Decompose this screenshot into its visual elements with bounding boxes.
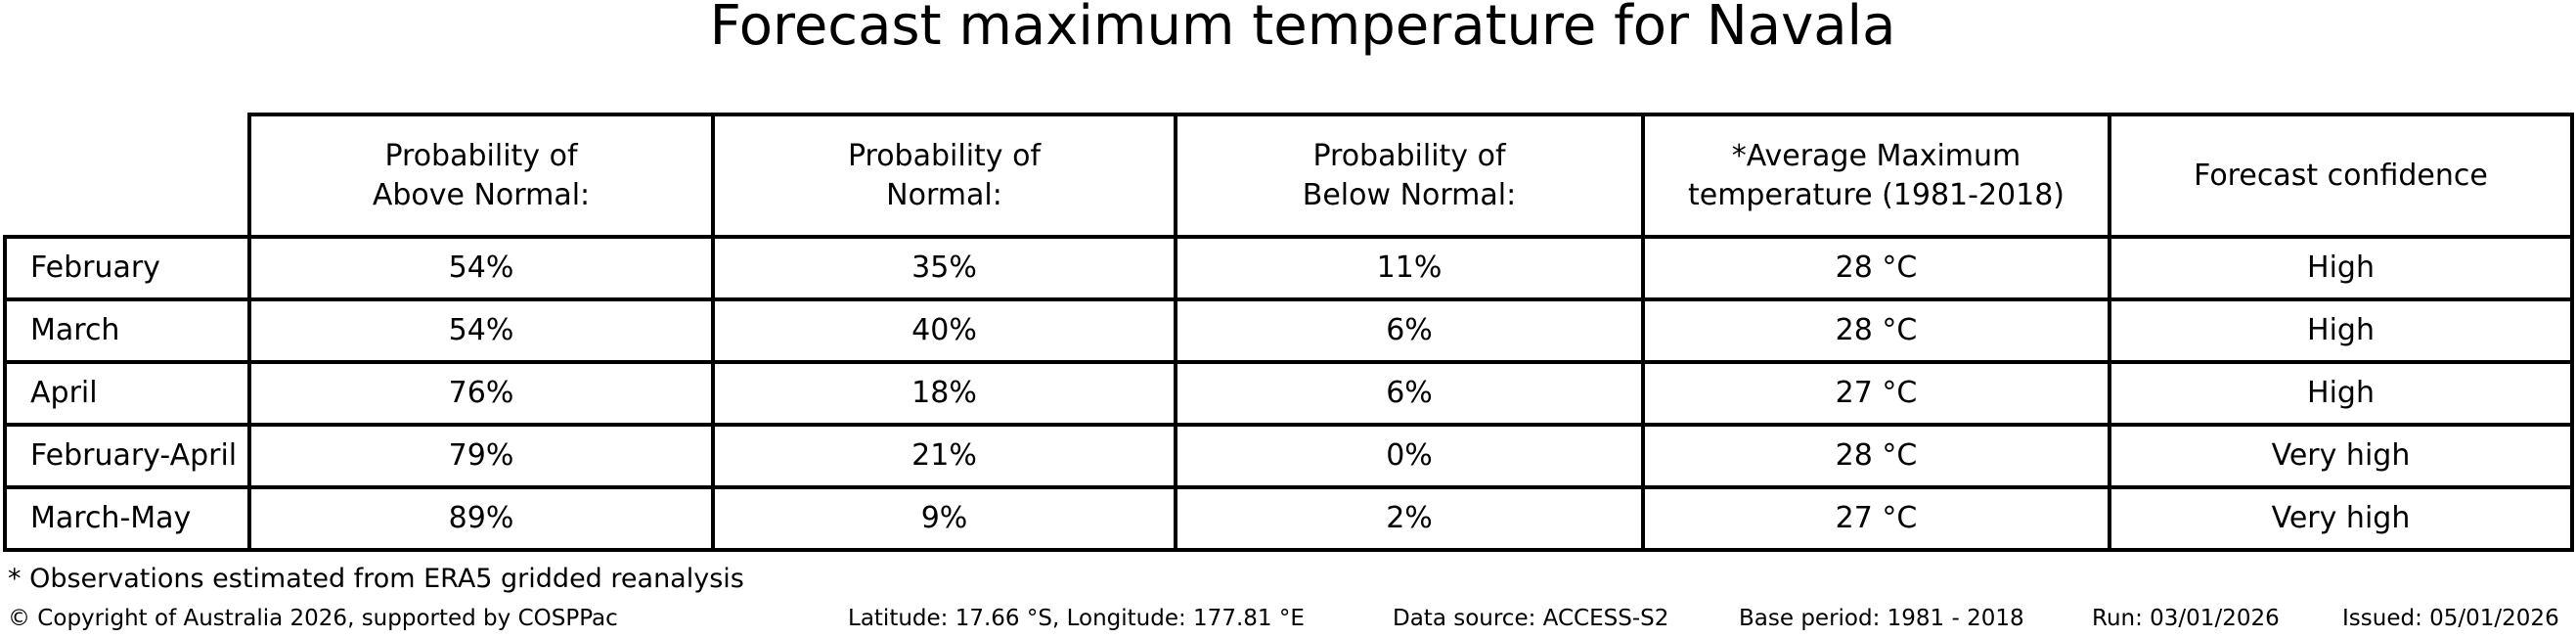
table-row-february: February 54% 35% 11% 28 °C High bbox=[3, 235, 2574, 301]
cell-above-normal: 89% bbox=[247, 485, 715, 552]
col-header-below-normal: Probability of Below Normal: bbox=[1174, 113, 1645, 239]
table-row-april: April 76% 18% 6% 27 °C High bbox=[3, 360, 2574, 427]
col-header-normal: Probability of Normal: bbox=[711, 113, 1177, 239]
cell-normal: 9% bbox=[711, 485, 1177, 552]
cell-forecast-confidence: High bbox=[2108, 360, 2574, 427]
cell-above-normal: 54% bbox=[247, 297, 715, 364]
cell-normal: 18% bbox=[711, 360, 1177, 427]
cell-below-normal: 11% bbox=[1174, 235, 1645, 301]
cell-forecast-confidence: High bbox=[2108, 297, 2574, 364]
table-row-march-may: March-May 89% 9% 2% 27 °C Very high bbox=[3, 485, 2574, 552]
row-label: February-April bbox=[3, 423, 251, 489]
cell-below-normal: 6% bbox=[1174, 360, 1645, 427]
row-label: March-May bbox=[3, 485, 251, 552]
cell-above-normal: 54% bbox=[247, 235, 715, 301]
cell-below-normal: 0% bbox=[1174, 423, 1645, 489]
table-row-february-april: February-April 79% 21% 0% 28 °C Very hig… bbox=[3, 423, 2574, 489]
cell-above-normal: 79% bbox=[247, 423, 715, 489]
cell-forecast-confidence: High bbox=[2108, 235, 2574, 301]
issued-date-text: Issued: 05/01/2026 bbox=[2342, 606, 2559, 631]
row-label: March bbox=[3, 297, 251, 364]
table-header-row: Probability of Above Normal: Probability… bbox=[5, 113, 2574, 239]
cell-average-max-temp: 27 °C bbox=[1641, 485, 2111, 552]
corner-cell bbox=[5, 114, 249, 237]
cell-below-normal: 6% bbox=[1174, 297, 1645, 364]
observations-footnote: * Observations estimated from ERA5 gridd… bbox=[8, 564, 744, 594]
col-header-above-normal: Probability of Above Normal: bbox=[247, 113, 715, 239]
cell-above-normal: 76% bbox=[247, 360, 715, 427]
cell-normal: 21% bbox=[711, 423, 1177, 489]
cell-average-max-temp: 28 °C bbox=[1641, 423, 2111, 489]
col-header-forecast-confidence: Forecast confidence bbox=[2108, 113, 2574, 239]
forecast-table: Probability of Above Normal: Probability… bbox=[3, 113, 2574, 552]
cell-average-max-temp: 27 °C bbox=[1641, 360, 2111, 427]
base-period-text: Base period: 1981 - 2018 bbox=[1739, 606, 2024, 631]
cell-average-max-temp: 28 °C bbox=[1641, 235, 2111, 301]
row-label: April bbox=[3, 360, 251, 427]
copyright-text: © Copyright of Australia 2026, supported… bbox=[8, 606, 618, 631]
cell-forecast-confidence: Very high bbox=[2108, 423, 2574, 489]
col-header-average-max-temp: *Average Maximum temperature (1981-2018) bbox=[1641, 113, 2111, 239]
cell-normal: 40% bbox=[711, 297, 1177, 364]
cell-average-max-temp: 28 °C bbox=[1641, 297, 2111, 364]
run-date-text: Run: 03/01/2026 bbox=[2092, 606, 2280, 631]
cell-forecast-confidence: Very high bbox=[2108, 485, 2574, 552]
page-title: Forecast maximum temperature for Navala bbox=[709, 0, 1896, 58]
location-coordinates: Latitude: 17.66 °S, Longitude: 177.81 °E bbox=[848, 606, 1305, 631]
cell-below-normal: 2% bbox=[1174, 485, 1645, 552]
table-row-march: March 54% 40% 6% 28 °C High bbox=[3, 297, 2574, 364]
data-source-text: Data source: ACCESS-S2 bbox=[1393, 606, 1669, 631]
row-label: February bbox=[3, 235, 251, 301]
cell-normal: 35% bbox=[711, 235, 1177, 301]
